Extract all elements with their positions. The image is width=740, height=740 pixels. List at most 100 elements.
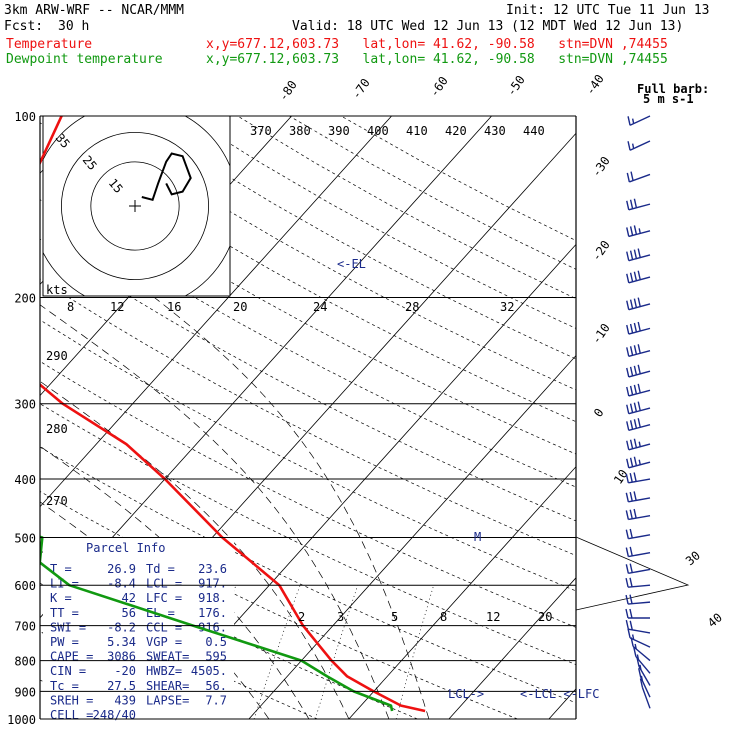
parcel-key: Tc =: [50, 679, 79, 693]
moist-adiabat: [40, 501, 270, 719]
isotherm-label: -10: [589, 321, 613, 347]
adiabat-label: 280: [46, 422, 68, 436]
isotherm-line: [40, 116, 392, 508]
isotherm-line: [348, 466, 576, 719]
parcel-value: 248/40: [93, 708, 136, 722]
parcel-key: T =: [50, 562, 72, 576]
parcel-key: SWEAT=: [146, 650, 189, 664]
wind-barb: [626, 438, 651, 451]
wind-barb: [626, 248, 651, 262]
parcel-value: 176.: [198, 606, 227, 620]
dry-adiabat: [40, 319, 576, 592]
mixing-ratio-label: 20: [538, 610, 552, 624]
parcel-value: 917.: [198, 577, 227, 591]
wind-barb: [626, 225, 651, 238]
wind-barb: [625, 508, 651, 521]
hodo-speed-label: 24: [313, 300, 327, 314]
isotherm-line: [448, 577, 576, 719]
theta-label: 420: [445, 124, 467, 138]
isotherm-label: -30: [589, 154, 613, 180]
temperature-legend-label: Temperature: [6, 37, 93, 52]
dry-adiabat: [237, 116, 576, 300]
moist-adiabat: [40, 445, 310, 719]
wind-barb: [633, 647, 651, 674]
moist-adiabat: [154, 297, 430, 719]
parcel-key: LAPSE=: [146, 693, 189, 707]
valid-time: Valid: 18 UTC Wed 12 Jun 13 (12 MDT Wed …: [292, 19, 684, 34]
parcel-info-title: Parcel Info: [86, 541, 165, 555]
isotherm-label: -80: [276, 78, 300, 104]
pressure-label: 800: [14, 655, 36, 669]
parcel-value: 26.9: [107, 562, 136, 576]
wind-barb: [627, 115, 651, 126]
wind-barb: [639, 678, 651, 709]
isotherm-label: 30: [683, 548, 703, 568]
dewpoint-curve: [40, 535, 394, 712]
wind-barb: [625, 563, 651, 574]
dry-adiabat: [133, 116, 576, 360]
parcel-key: TT =: [50, 606, 79, 620]
parcel-key: LCL =: [146, 577, 182, 591]
wind-barb: [626, 171, 651, 183]
wind-barb: [638, 668, 651, 698]
wind-barb: [625, 577, 651, 588]
hodo-speed-label: 28: [405, 300, 419, 314]
parcel-key: VGP =: [146, 635, 182, 649]
wind-barb: [625, 619, 651, 634]
parcel-value: -20: [114, 664, 136, 678]
adiabat-label: 290: [46, 349, 68, 363]
wind-barb: [630, 637, 651, 662]
wind-barb: [626, 401, 651, 415]
parcel-value: 595: [205, 650, 227, 664]
theta-label: 430: [484, 124, 506, 138]
mixing-ratio-line: [395, 585, 435, 719]
parcel-key: CELL =: [50, 708, 93, 722]
isotherm-label: 0: [591, 406, 607, 420]
isotherm-label: -60: [427, 74, 451, 100]
hodo-speed-label: 32: [500, 300, 514, 314]
parcel-value: 439: [114, 693, 136, 707]
dewpoint-legend-label: Dewpoint temperature: [6, 52, 163, 67]
parcel-key: SWI =: [50, 620, 86, 634]
parcel-value: 3086: [107, 650, 136, 664]
lcl-annotation: LCL->: [448, 687, 484, 701]
parcel-value: -8.4: [107, 577, 136, 591]
pressure-label: 900: [14, 685, 36, 699]
temperature-legend-info: x,y=677.12,603.73 lat,lon= 41.62, -90.58…: [206, 37, 668, 52]
parcel-key: LFC =: [146, 591, 182, 605]
parcel-key: SHEAR=: [146, 679, 189, 693]
wind-barb: [625, 594, 651, 605]
wind-barbs: [625, 115, 651, 709]
el-annotation: <-EL: [337, 257, 366, 271]
forecast-hour: 30 h: [58, 19, 90, 34]
parcel-value: 5.34: [107, 635, 136, 649]
wind-barb: [627, 140, 651, 151]
hodo-speed-label: 8: [67, 300, 74, 314]
parcel-value: 918.: [198, 591, 227, 605]
mixing-ratio-label: 3: [337, 610, 344, 624]
dry-adiabat: [40, 446, 576, 704]
theta-label: 440: [523, 124, 545, 138]
parcel-key: PW =: [50, 635, 79, 649]
mixing-ratio-label: 8: [440, 610, 447, 624]
isotherm-label: -40: [583, 72, 607, 98]
wind-barb: [626, 198, 651, 211]
isotherm-line: [40, 116, 492, 619]
wind-barb: [626, 456, 651, 469]
pressure-label: 400: [14, 473, 36, 487]
parcel-key: HWBZ=: [146, 664, 182, 678]
parcel-value: 4505.: [191, 664, 227, 678]
parcel-value: 23.6: [198, 562, 227, 576]
isotherm-line: [649, 116, 740, 719]
hodo-units: kts: [46, 283, 68, 297]
parcel-value: 27.5: [107, 679, 136, 693]
hodo-speed-label: 20: [233, 300, 247, 314]
mixing-ratio-label: 2: [298, 610, 305, 624]
forecast-label: Fcst:: [4, 19, 44, 34]
theta-label: 400: [367, 124, 389, 138]
model-title: 3km ARW-WRF -- NCAR/MMM: [4, 3, 185, 18]
wind-barb: [625, 546, 651, 558]
parcel-key: CAPE =: [50, 650, 93, 664]
